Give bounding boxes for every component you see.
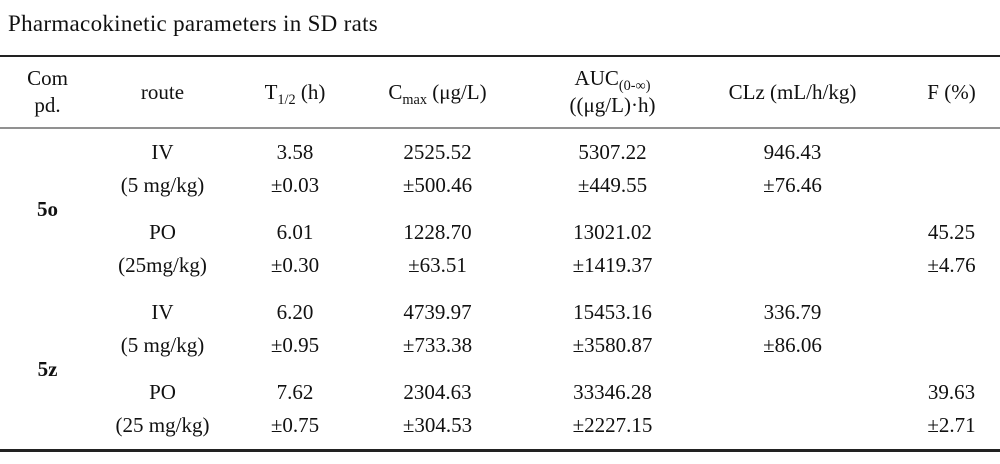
- cell-route: IV (5 mg/kg): [95, 128, 230, 209]
- cell-route: IV (5 mg/kg): [95, 289, 230, 369]
- route-dose: (25mg/kg): [118, 253, 207, 277]
- route-dose: (25 mg/kg): [115, 413, 210, 437]
- col-header-route: route: [140, 79, 185, 104]
- col-header-clz: CLz (mL/h/kg): [728, 79, 857, 104]
- route-value: PO: [149, 220, 176, 244]
- cell-auc: 15453.16 ±3580.87: [572, 300, 653, 357]
- col-header-f: F (%): [927, 79, 976, 104]
- col-header-auc-line2: ((μg/L)·h): [569, 93, 656, 117]
- cell-auc: 13021.02 ±1419.37: [572, 220, 653, 277]
- cell-clz: [710, 369, 875, 451]
- cell-t12: 6.20 ±0.95: [270, 300, 320, 357]
- route-value: PO: [149, 380, 176, 404]
- col-header-auc-line1: AUC(0-∞): [574, 66, 651, 95]
- pharmacokinetics-table: Com pd. route T1/2 (h) Cmax (μg/L) AUC(0…: [0, 55, 1000, 452]
- cell-auc: 5307.22 ±449.55: [577, 140, 648, 197]
- route-value: IV: [151, 300, 174, 324]
- table-row: PO (25 mg/kg) 7.62 ±0.75 2304.63 ±304.53…: [0, 369, 1000, 451]
- compound-label: 5z: [37, 356, 58, 381]
- cell-t12: 6.01 ±0.30: [270, 220, 320, 277]
- col-header-compound-line2: pd.: [34, 93, 61, 117]
- cell-cmax: 2525.52 ±500.46: [402, 140, 473, 197]
- cell-clz: 946.43 ±76.46: [763, 140, 822, 197]
- cell-f: 39.63 ±2.71: [927, 380, 976, 437]
- col-header-auc: AUC(0-∞) ((μg/L)·h): [515, 56, 710, 128]
- route-dose: (5 mg/kg): [120, 173, 205, 197]
- cell-clz: [710, 209, 875, 289]
- header-row: Com pd. route T1/2 (h) Cmax (μg/L) AUC(0…: [0, 56, 1000, 128]
- col-header-t12: T1/2 (h): [264, 79, 326, 108]
- cell-f: 45.25 ±4.76: [927, 220, 976, 277]
- cell-auc: 33346.28 ±2227.15: [572, 380, 653, 437]
- table-row: 5o IV (5 mg/kg) 3.58 ±0.03 2525.52 ±500.…: [0, 128, 1000, 221]
- cell-route: PO (25 mg/kg): [95, 369, 230, 451]
- col-header-compound: Com pd.: [0, 56, 95, 128]
- cell-t12: 3.58 ±0.03: [270, 140, 320, 197]
- cell-cmax: 1228.70 ±63.51: [403, 220, 472, 277]
- route-dose: (5 mg/kg): [120, 333, 205, 357]
- cell-f: [875, 289, 1000, 369]
- cell-clz: 336.79 ±86.06: [763, 300, 822, 357]
- cell-f: [875, 128, 1000, 209]
- cell-cmax: 2304.63 ±304.53: [402, 380, 473, 437]
- table-row: 5z IV (5 mg/kg) 6.20 ±0.95 4739.97 ±733.…: [0, 289, 1000, 381]
- table-row: PO (25mg/kg) 6.01 ±0.30 1228.70 ±63.51 1…: [0, 209, 1000, 289]
- cell-t12: 7.62 ±0.75: [270, 380, 320, 437]
- route-value: IV: [151, 140, 174, 164]
- compound-label: 5o: [37, 196, 58, 221]
- col-header-compound-line1: Com: [27, 66, 68, 90]
- col-header-cmax: Cmax (μg/L): [388, 79, 487, 108]
- cell-route: PO (25mg/kg): [95, 209, 230, 289]
- table-title: Pharmacokinetic parameters in SD rats: [8, 11, 379, 36]
- cell-cmax: 4739.97 ±733.38: [402, 300, 473, 357]
